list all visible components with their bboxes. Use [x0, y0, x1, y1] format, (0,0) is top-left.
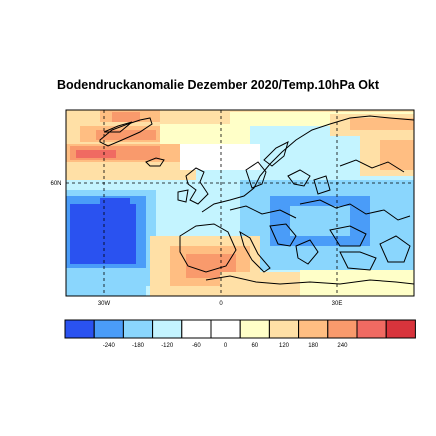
lat-label-60n: 60N	[50, 181, 61, 187]
colorbar-swatch	[385, 319, 416, 339]
colorbar-swatch	[356, 319, 387, 339]
lon-label-30w: 30W	[98, 301, 111, 307]
colorbar-swatch	[152, 319, 183, 339]
colorbar-swatch	[181, 319, 212, 339]
lon-label-30e: 30E	[332, 301, 343, 307]
colorbar-swatch	[268, 319, 300, 339]
colorbar-swatch	[122, 319, 154, 339]
colorbar-swatch	[239, 319, 270, 339]
colorbar-tick-label: 180	[308, 343, 319, 349]
map-frame	[65, 109, 415, 297]
colorbar-tick-label: 0	[224, 343, 228, 349]
colorbar-tick-label: -180	[132, 343, 145, 349]
colorbar-swatch	[298, 319, 329, 339]
colorbar-tick-label: 240	[337, 343, 348, 349]
colorbar-tick-label: -60	[192, 343, 201, 349]
colorbar-tick-label: -240	[103, 343, 116, 349]
colorbar-tick-labels: -240 -180 -120 -60 0 60 120 180 240	[103, 343, 348, 349]
colorbar-swatch	[210, 319, 241, 339]
colorbar-swatch	[327, 319, 358, 339]
colorbar-swatch	[64, 319, 95, 339]
colorbar	[64, 319, 416, 339]
colorbar-tick-label: 60	[251, 343, 258, 349]
graticule	[66, 110, 414, 296]
colorbar-swatch	[93, 319, 124, 339]
anomaly-field	[66, 110, 414, 296]
coastlines	[99, 115, 414, 285]
lon-label-0: 0	[219, 301, 223, 307]
map-title: Bodendruckanomalie Dezember 2020/Temp.10…	[56, 78, 380, 92]
colorbar-tick-label: 120	[279, 343, 290, 349]
colorbar-tick-label: -120	[161, 343, 174, 349]
